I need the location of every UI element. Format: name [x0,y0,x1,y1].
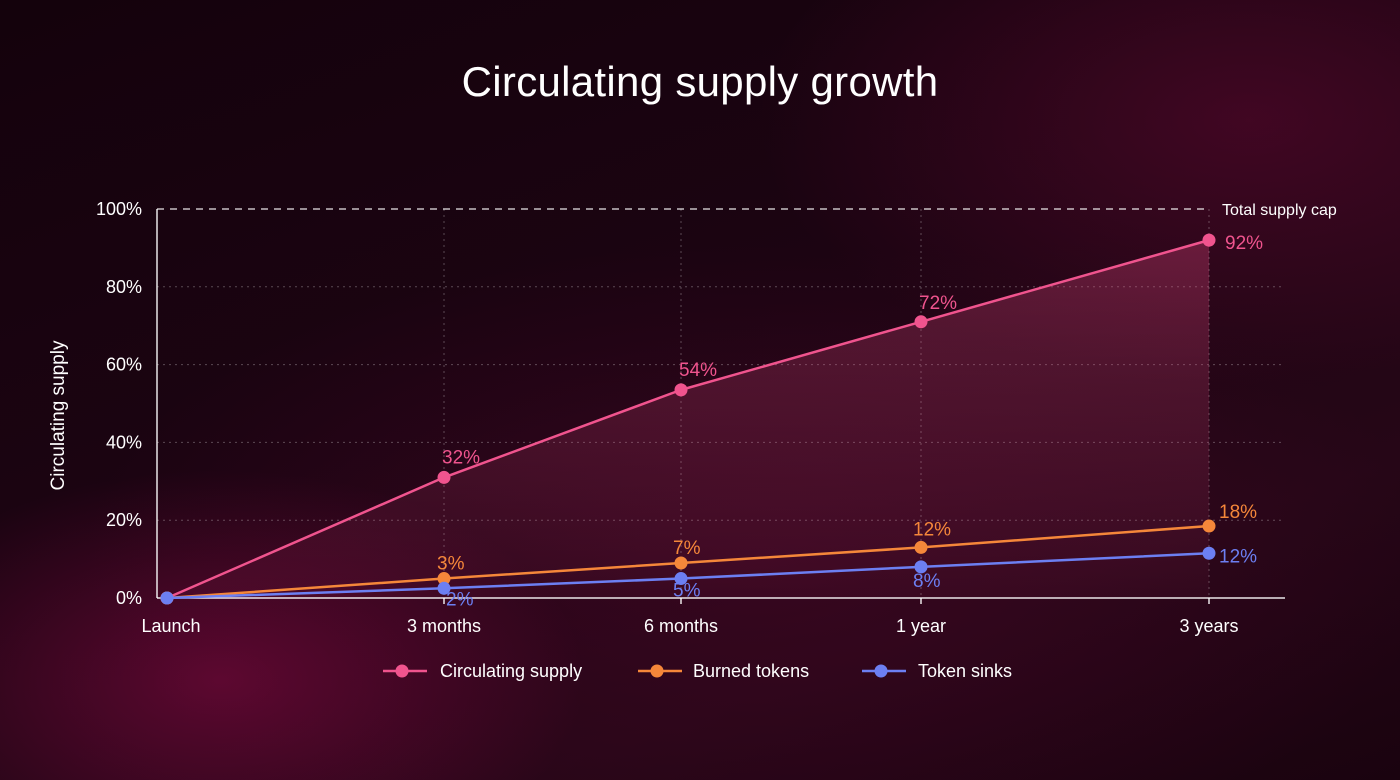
chart-title: Circulating supply growth [461,58,939,105]
legend-label: Circulating supply [440,661,582,681]
data-label: 92% [1225,233,1263,254]
legend-label: Token sinks [918,661,1012,681]
data-point [437,470,451,484]
legend: Circulating supply Burned tokens Token sin… [383,661,1012,681]
data-label: 32% [442,447,480,468]
legend-label: Burned tokens [693,661,809,681]
series-lines [160,233,1216,605]
data-point [914,315,928,329]
data-labels: 32% 54% 72% 92% 3% 7% 12% 18% 2% 5% 8% 12% [437,233,1263,610]
data-point [674,556,688,570]
data-label: 2% [446,589,474,610]
x-tick-label: 3 months [407,616,481,636]
data-label: 7% [673,538,701,559]
data-label: 12% [913,519,951,540]
data-point [1202,233,1216,247]
data-point [914,560,928,574]
legend-marker [874,664,888,678]
data-label: 8% [913,571,941,592]
data-label: 54% [679,360,717,381]
area-fill [167,240,1209,598]
legend-marker [395,664,409,678]
y-tick-label: 60% [106,355,142,375]
x-tick-label: 1 year [896,616,946,636]
data-point [1202,546,1216,560]
series-area-0 [167,240,1209,598]
data-point [914,540,928,554]
supply-cap-label: Total supply cap [1222,202,1337,219]
data-label: 72% [919,293,957,314]
data-point [437,572,451,586]
data-point [674,572,688,586]
y-tick-label: 0% [116,588,142,608]
data-label: 12% [1219,546,1257,567]
legend-marker [650,664,664,678]
x-tick-label: 6 months [644,616,718,636]
x-tick-label: 3 years [1179,616,1238,636]
data-label: 5% [673,581,701,602]
axes: 0% 20% 40% 60% 80% 100% Total supply cap Launch… [48,199,1337,636]
x-tick-label: Launch [141,616,200,636]
y-tick-label: 100% [96,199,142,219]
y-tick-label: 20% [106,510,142,530]
data-point [674,383,688,397]
data-point [437,581,451,595]
y-tick-label: 40% [106,432,142,452]
data-point [1202,519,1216,533]
data-label: 18% [1219,502,1257,523]
y-axis-title: Circulating supply [48,340,69,490]
y-tick-label: 80% [106,277,142,297]
data-point [160,591,174,605]
data-label: 3% [437,554,465,575]
